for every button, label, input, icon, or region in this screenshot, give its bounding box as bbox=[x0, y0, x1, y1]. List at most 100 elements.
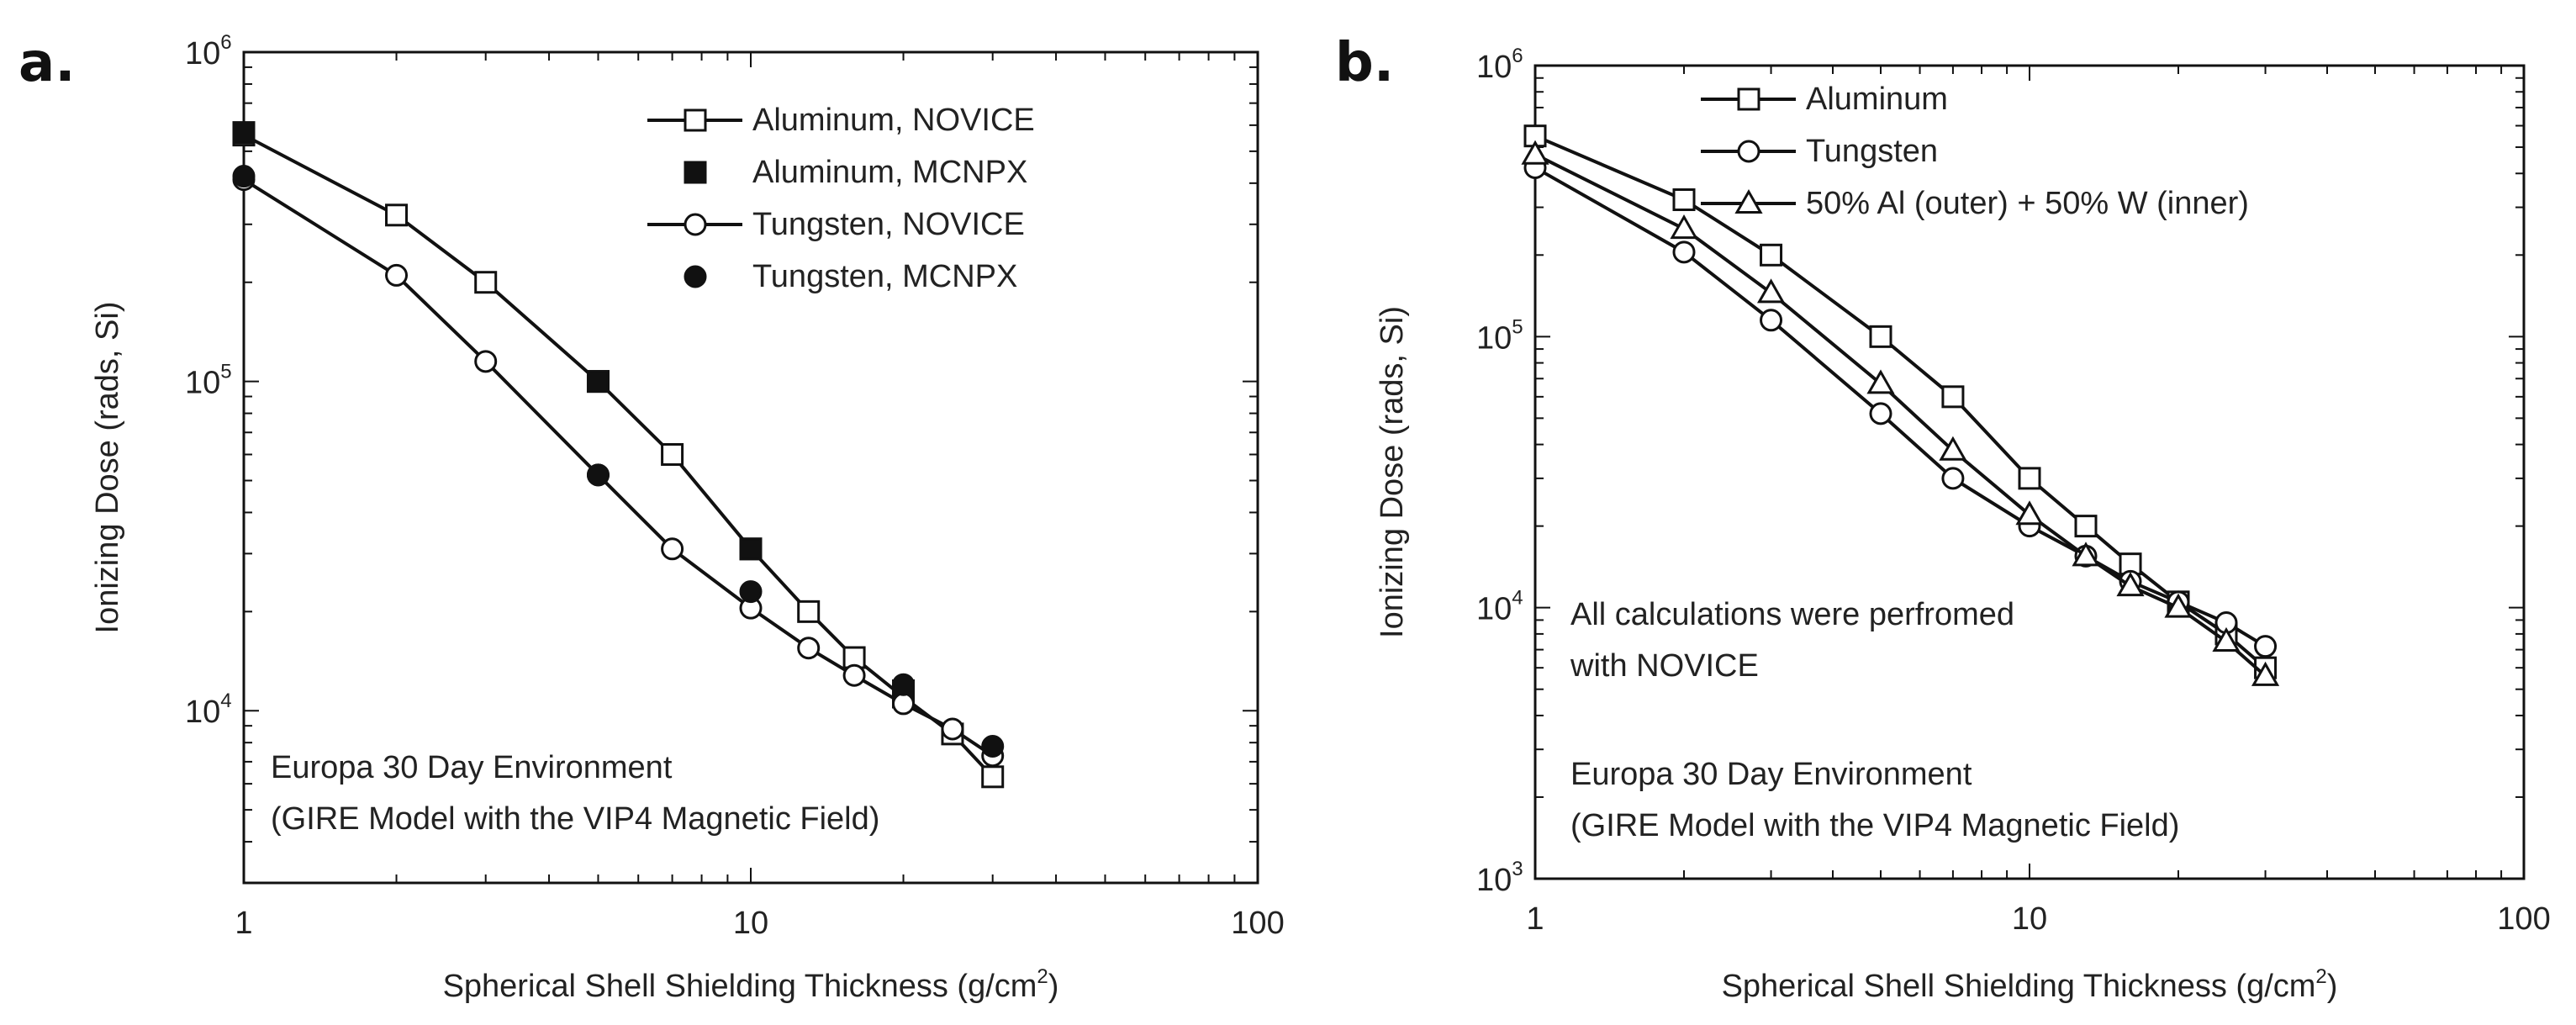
series-tungsten bbox=[1523, 156, 2278, 658]
y-tick-base: 10 bbox=[1476, 592, 1512, 627]
x-axis-title: Spherical Shell Shielding Thickness (g/c… bbox=[443, 965, 1059, 1004]
data-point bbox=[586, 370, 610, 394]
data-point bbox=[1941, 467, 1965, 490]
legend-label: Aluminum bbox=[1806, 82, 1948, 117]
panel-letter: a. bbox=[18, 32, 76, 94]
x-tick-label: 100 bbox=[1231, 906, 1284, 941]
legend-label: Tungsten, NOVICE bbox=[752, 207, 1025, 242]
x-axis-title-text: Spherical Shell Shielding Thickness (g/c… bbox=[1722, 969, 2316, 1004]
legend-entry: Aluminum, MCNPX bbox=[684, 155, 1027, 190]
legend-marker bbox=[684, 265, 707, 288]
data-point bbox=[1672, 188, 1696, 212]
data-point bbox=[661, 537, 684, 561]
data-point bbox=[1521, 140, 1549, 165]
y-tick-label: 104 bbox=[185, 689, 232, 730]
legend-marker bbox=[684, 213, 707, 236]
legend-entry: 50% Al (outer) + 50% W (inner) bbox=[1701, 186, 2249, 221]
y-tick-exponent: 4 bbox=[220, 689, 231, 712]
data-point bbox=[586, 463, 610, 487]
y-tick-label: 106 bbox=[185, 31, 232, 71]
data-point bbox=[739, 580, 763, 604]
data-point bbox=[2015, 500, 2044, 526]
y-tick-exponent: 3 bbox=[1512, 858, 1523, 880]
data-point bbox=[739, 537, 763, 561]
x-tick-label: 1 bbox=[1526, 901, 1544, 937]
x-axis-title-text: Spherical Shell Shielding Thickness (g/c… bbox=[443, 969, 1037, 1004]
legend: Aluminum, NOVICE Aluminum, MCNPX Tungsten,… bbox=[647, 103, 1035, 294]
annotation: Europa 30 Day Environment bbox=[271, 750, 673, 785]
legend-entry: Aluminum bbox=[1701, 82, 1948, 117]
data-point bbox=[797, 637, 821, 660]
y-tick-label: 106 bbox=[1476, 45, 1523, 85]
legend-label: 50% Al (outer) + 50% W (inner) bbox=[1806, 186, 2249, 221]
data-point bbox=[661, 442, 684, 466]
y-tick-base: 10 bbox=[185, 36, 220, 71]
y-tick-label: 103 bbox=[1476, 858, 1523, 898]
legend-marker bbox=[1737, 87, 1760, 111]
y-tick-base: 10 bbox=[1476, 320, 1512, 356]
legend-label: Tungsten bbox=[1806, 134, 1938, 169]
data-point bbox=[1760, 309, 1783, 332]
data-point bbox=[385, 203, 409, 227]
data-point bbox=[2074, 515, 2098, 538]
legend-marker bbox=[1734, 188, 1763, 214]
annotation: with NOVICE bbox=[1570, 648, 1759, 684]
data-point bbox=[941, 717, 964, 741]
y-tick-exponent: 4 bbox=[1512, 587, 1523, 610]
legend-entry: Tungsten bbox=[1701, 134, 1938, 169]
y-tick-exponent: 6 bbox=[1512, 45, 1523, 67]
series-50-al-outer-50-w-inner- bbox=[1521, 140, 2280, 686]
y-tick-label: 105 bbox=[1476, 315, 1523, 356]
legend: Aluminum Tungsten 50% Al (outer) + 50% W (… bbox=[1701, 82, 2249, 221]
data-point bbox=[1939, 436, 1967, 461]
data-point bbox=[2072, 542, 2100, 567]
data-point bbox=[2212, 626, 2241, 652]
data-point bbox=[892, 673, 916, 696]
data-point bbox=[1672, 240, 1696, 264]
data-point bbox=[1869, 325, 1892, 348]
data-point bbox=[2251, 661, 2280, 686]
data-point bbox=[842, 663, 866, 687]
series-tungsten-novice bbox=[232, 168, 1005, 768]
x-axis-title-end: ) bbox=[2327, 969, 2338, 1004]
y-tick-base: 10 bbox=[1476, 863, 1512, 898]
data-point bbox=[797, 600, 821, 623]
data-point bbox=[1869, 402, 1892, 425]
panel-letter: b. bbox=[1335, 32, 1394, 94]
data-point bbox=[2018, 467, 2041, 490]
y-tick-base: 10 bbox=[185, 366, 220, 401]
series-line bbox=[1534, 166, 2267, 648]
legend-marker bbox=[1737, 140, 1760, 163]
legend-label: Aluminum, NOVICE bbox=[752, 103, 1035, 138]
x-tick-label: 10 bbox=[2012, 901, 2047, 937]
legend-entry: Aluminum, NOVICE bbox=[647, 103, 1035, 138]
data-point bbox=[2164, 593, 2193, 618]
x-tick-label: 1 bbox=[235, 906, 252, 941]
legend-entry: Tungsten, MCNPX bbox=[684, 259, 1017, 294]
data-point bbox=[1866, 369, 1895, 394]
legend-label: Aluminum, MCNPX bbox=[752, 155, 1027, 190]
data-point bbox=[232, 121, 256, 145]
x-tick-label: 10 bbox=[733, 906, 768, 941]
data-point bbox=[232, 165, 256, 188]
data-point bbox=[892, 692, 916, 716]
data-point bbox=[1760, 243, 1783, 267]
legend-entry: Tungsten, NOVICE bbox=[647, 207, 1025, 242]
data-point bbox=[385, 263, 409, 287]
data-point bbox=[1941, 385, 1965, 409]
data-point bbox=[981, 734, 1005, 758]
legend-marker bbox=[684, 108, 707, 132]
y-tick-exponent: 5 bbox=[220, 361, 231, 383]
x-tick-label: 100 bbox=[2497, 901, 2550, 937]
y-tick-label: 104 bbox=[1476, 587, 1523, 627]
x-axis-title: Spherical Shell Shielding Thickness (g/c… bbox=[1722, 965, 2338, 1004]
data-point bbox=[474, 271, 498, 294]
data-point bbox=[981, 765, 1005, 789]
annotation: (GIRE Model with the VIP4 Magnetic Field… bbox=[271, 801, 879, 837]
data-point bbox=[2116, 572, 2145, 597]
x-axis-title-superscript: 2 bbox=[1037, 965, 1048, 988]
y-tick-base: 10 bbox=[1476, 50, 1512, 85]
y-axis-title: Ionizing Dose (rads, Si) bbox=[90, 302, 125, 634]
